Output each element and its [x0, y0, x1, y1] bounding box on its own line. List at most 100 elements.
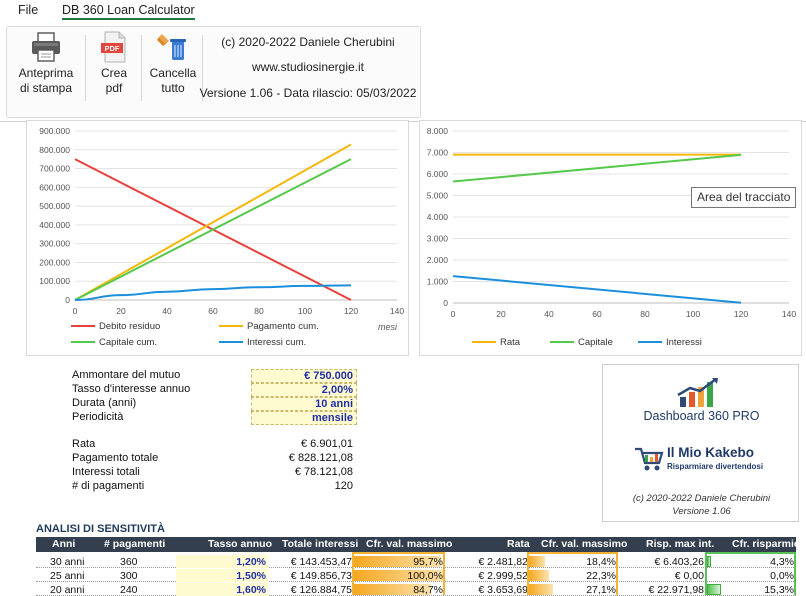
create-pdf-label-1: Crea: [100, 66, 127, 80]
x-tick-label: 20: [496, 309, 506, 319]
kakebo-tagline: Risparmiare divertendosi: [667, 462, 764, 471]
output-row-installment: Rata € 6.901,01: [72, 438, 357, 451]
series-line-capitale[interactable]: [452, 153, 742, 183]
output-total-interest: € 78.121,08: [294, 466, 353, 478]
legend-label: Debito residuo: [99, 321, 160, 332]
y-tick-label: 5.000: [427, 191, 449, 201]
output-label-installment: Rata: [72, 438, 96, 450]
y-tick-label: 900.000: [39, 126, 70, 136]
col-payments: # pagamenti: [104, 538, 166, 550]
rate-input-cell[interactable]: [176, 555, 268, 568]
ribbon-separator: [85, 35, 86, 101]
input-row-rate: Tasso d'interesse annuo 2,00%: [72, 383, 357, 397]
output-total-payment: € 828.121,08: [288, 452, 353, 464]
input-label-periodicity: Periodicità: [72, 411, 124, 423]
rate-input-cell[interactable]: [176, 569, 268, 582]
ribbon-version: Versione 1.06 - Data rilascio: 05/03/202…: [199, 86, 417, 100]
input-periodicity[interactable]: mensile: [251, 411, 357, 425]
input-rate[interactable]: 2,00%: [251, 383, 357, 397]
legend-label: Pagamento cum.: [247, 321, 319, 332]
output-installment: € 6.901,01: [301, 438, 353, 450]
x-tick-label: 60: [208, 306, 218, 316]
y-tick-label: 300.000: [39, 239, 70, 249]
y-tick-label: 600.000: [39, 182, 70, 192]
y-tick-label: 1.000: [427, 277, 449, 287]
clear-all-icon: [157, 34, 186, 60]
col-rate: Tasso annuo: [208, 538, 272, 550]
x-tick-label: 0: [451, 309, 456, 319]
cfr-saving-frame: [705, 552, 796, 595]
y-tick-label: 8.000: [427, 126, 449, 136]
sensitivity-title: ANALISI DI SENSITIVITÀ: [36, 523, 165, 535]
x-tick-label: 100: [686, 309, 700, 319]
x-tick-label: 80: [254, 306, 264, 316]
y-tick-label: 200.000: [39, 257, 70, 267]
input-label-rate: Tasso d'interesse annuo: [72, 383, 191, 395]
cell-interessi: € 126.884,75: [290, 584, 352, 596]
kakebo-logo-text: Il Mio Kakebo: [667, 445, 755, 460]
y-tick-label: 6.000: [427, 169, 449, 179]
series-line-interessi[interactable]: [452, 275, 742, 304]
cfr-max-2-frame: [527, 552, 618, 595]
ribbon-separator: [202, 35, 203, 101]
input-row-duration: Durata (anni) 10 anni: [72, 397, 357, 411]
menu-tab-loan-calculator[interactable]: DB 360 Loan Calculator: [62, 3, 195, 20]
ribbon: Anteprima di stampa PDF Crea pdf: [0, 22, 806, 122]
x-tick-label: 140: [782, 309, 796, 319]
x-tick-label: 120: [734, 309, 748, 319]
cell-pag: 240: [120, 584, 138, 596]
cell-tasso[interactable]: 1,50%: [236, 570, 266, 582]
cell-cfr1: 84,7%: [413, 584, 443, 596]
col-installment: Rata: [507, 538, 530, 550]
x-tick-label: 80: [640, 309, 650, 319]
installment-breakdown-chart[interactable]: 0 1.000 2.000 3.000 4.000 5.000 6.000 7.000 8.00…: [419, 120, 802, 356]
input-amount[interactable]: € 750.000: [251, 369, 357, 383]
cell-tasso[interactable]: 1,20%: [236, 556, 266, 568]
cell-cfr3: 15,3%: [764, 584, 794, 596]
rate-input-cell[interactable]: [176, 583, 268, 596]
create-pdf-label-2: pdf: [105, 81, 123, 95]
branding-box: Dashboard 360 PRO Il Mio Kakebo Risparmi…: [602, 364, 799, 522]
installment-breakdown-chart-svg: 0 1.000 2.000 3.000 4.000 5.000 6.000 7.000 8.00…: [427, 126, 797, 348]
output-row-total-payment: Pagamento totale € 828.121,08: [72, 452, 357, 465]
col-anni: Anni: [52, 538, 76, 550]
y-tick-label: 0: [65, 295, 70, 305]
cell-anni: 30 anni: [50, 556, 85, 568]
cell-cfr3: 0,0%: [770, 570, 794, 582]
y-tick-label: 700.000: [39, 164, 70, 174]
menu-file[interactable]: File: [18, 3, 39, 17]
loan-cumulative-chart[interactable]: 0 100.000 200.000 300.000 400.000 500.000 600.…: [26, 120, 409, 356]
cell-cfr2: 18,4%: [586, 556, 616, 568]
cell-rata: € 2.481,82: [478, 556, 528, 568]
ribbon-website[interactable]: www.studiosinergie.it: [251, 60, 365, 74]
print-preview-label-2: di stampa: [19, 81, 73, 95]
input-label-amount: Ammontare del mutuo: [72, 369, 181, 381]
x-tick-label: 120: [344, 306, 358, 316]
cell-cfr1: 95,7%: [413, 556, 443, 568]
cell-cfr2: 27,1%: [586, 584, 616, 596]
cell-tasso[interactable]: 1,60%: [236, 584, 266, 596]
series-line-capitale-cum-[interactable]: [74, 158, 352, 301]
branding-version: Versione 1.06: [672, 506, 731, 517]
cell-pag: 360: [120, 556, 138, 568]
input-label-duration: Durata (anni): [72, 397, 137, 409]
series-line-pagamento-cum-[interactable]: [74, 143, 352, 301]
print-preview-button[interactable]: Anteprima di stampa: [11, 27, 81, 107]
input-duration[interactable]: 10 anni: [251, 397, 357, 411]
col-cfr-max-1: Cfr. val. massimo: [366, 538, 453, 550]
data-bar: [354, 556, 442, 567]
clear-all-button[interactable]: Cancella tutto: [143, 27, 203, 107]
legend-label: Interessi: [666, 337, 702, 348]
sensitivity-header: Anni # pagamenti Tasso annuo Totale inte…: [36, 537, 800, 552]
cell-cfr1: 100,0%: [407, 570, 443, 582]
input-row-amount: Ammontare del mutuo € 750.000: [72, 369, 357, 383]
data-bar: [354, 570, 445, 581]
x-tick-label: 140: [390, 306, 404, 316]
cell-interessi: € 149.856,73: [290, 570, 352, 582]
sensitivity-row: 25 anni 300 1,50% € 149.856,73 € 2.999,52 € 0…: [36, 569, 796, 582]
legend-label: Capitale cum.: [99, 337, 157, 348]
branding-copyright: (c) 2020-2022 Daniele Cherubini: [632, 493, 771, 504]
series-line-interessi-cum-[interactable]: [74, 284, 352, 301]
create-pdf-button[interactable]: PDF Crea pdf: [89, 27, 139, 107]
menu-bar: File DB 360 Loan Calculator: [0, 0, 806, 22]
